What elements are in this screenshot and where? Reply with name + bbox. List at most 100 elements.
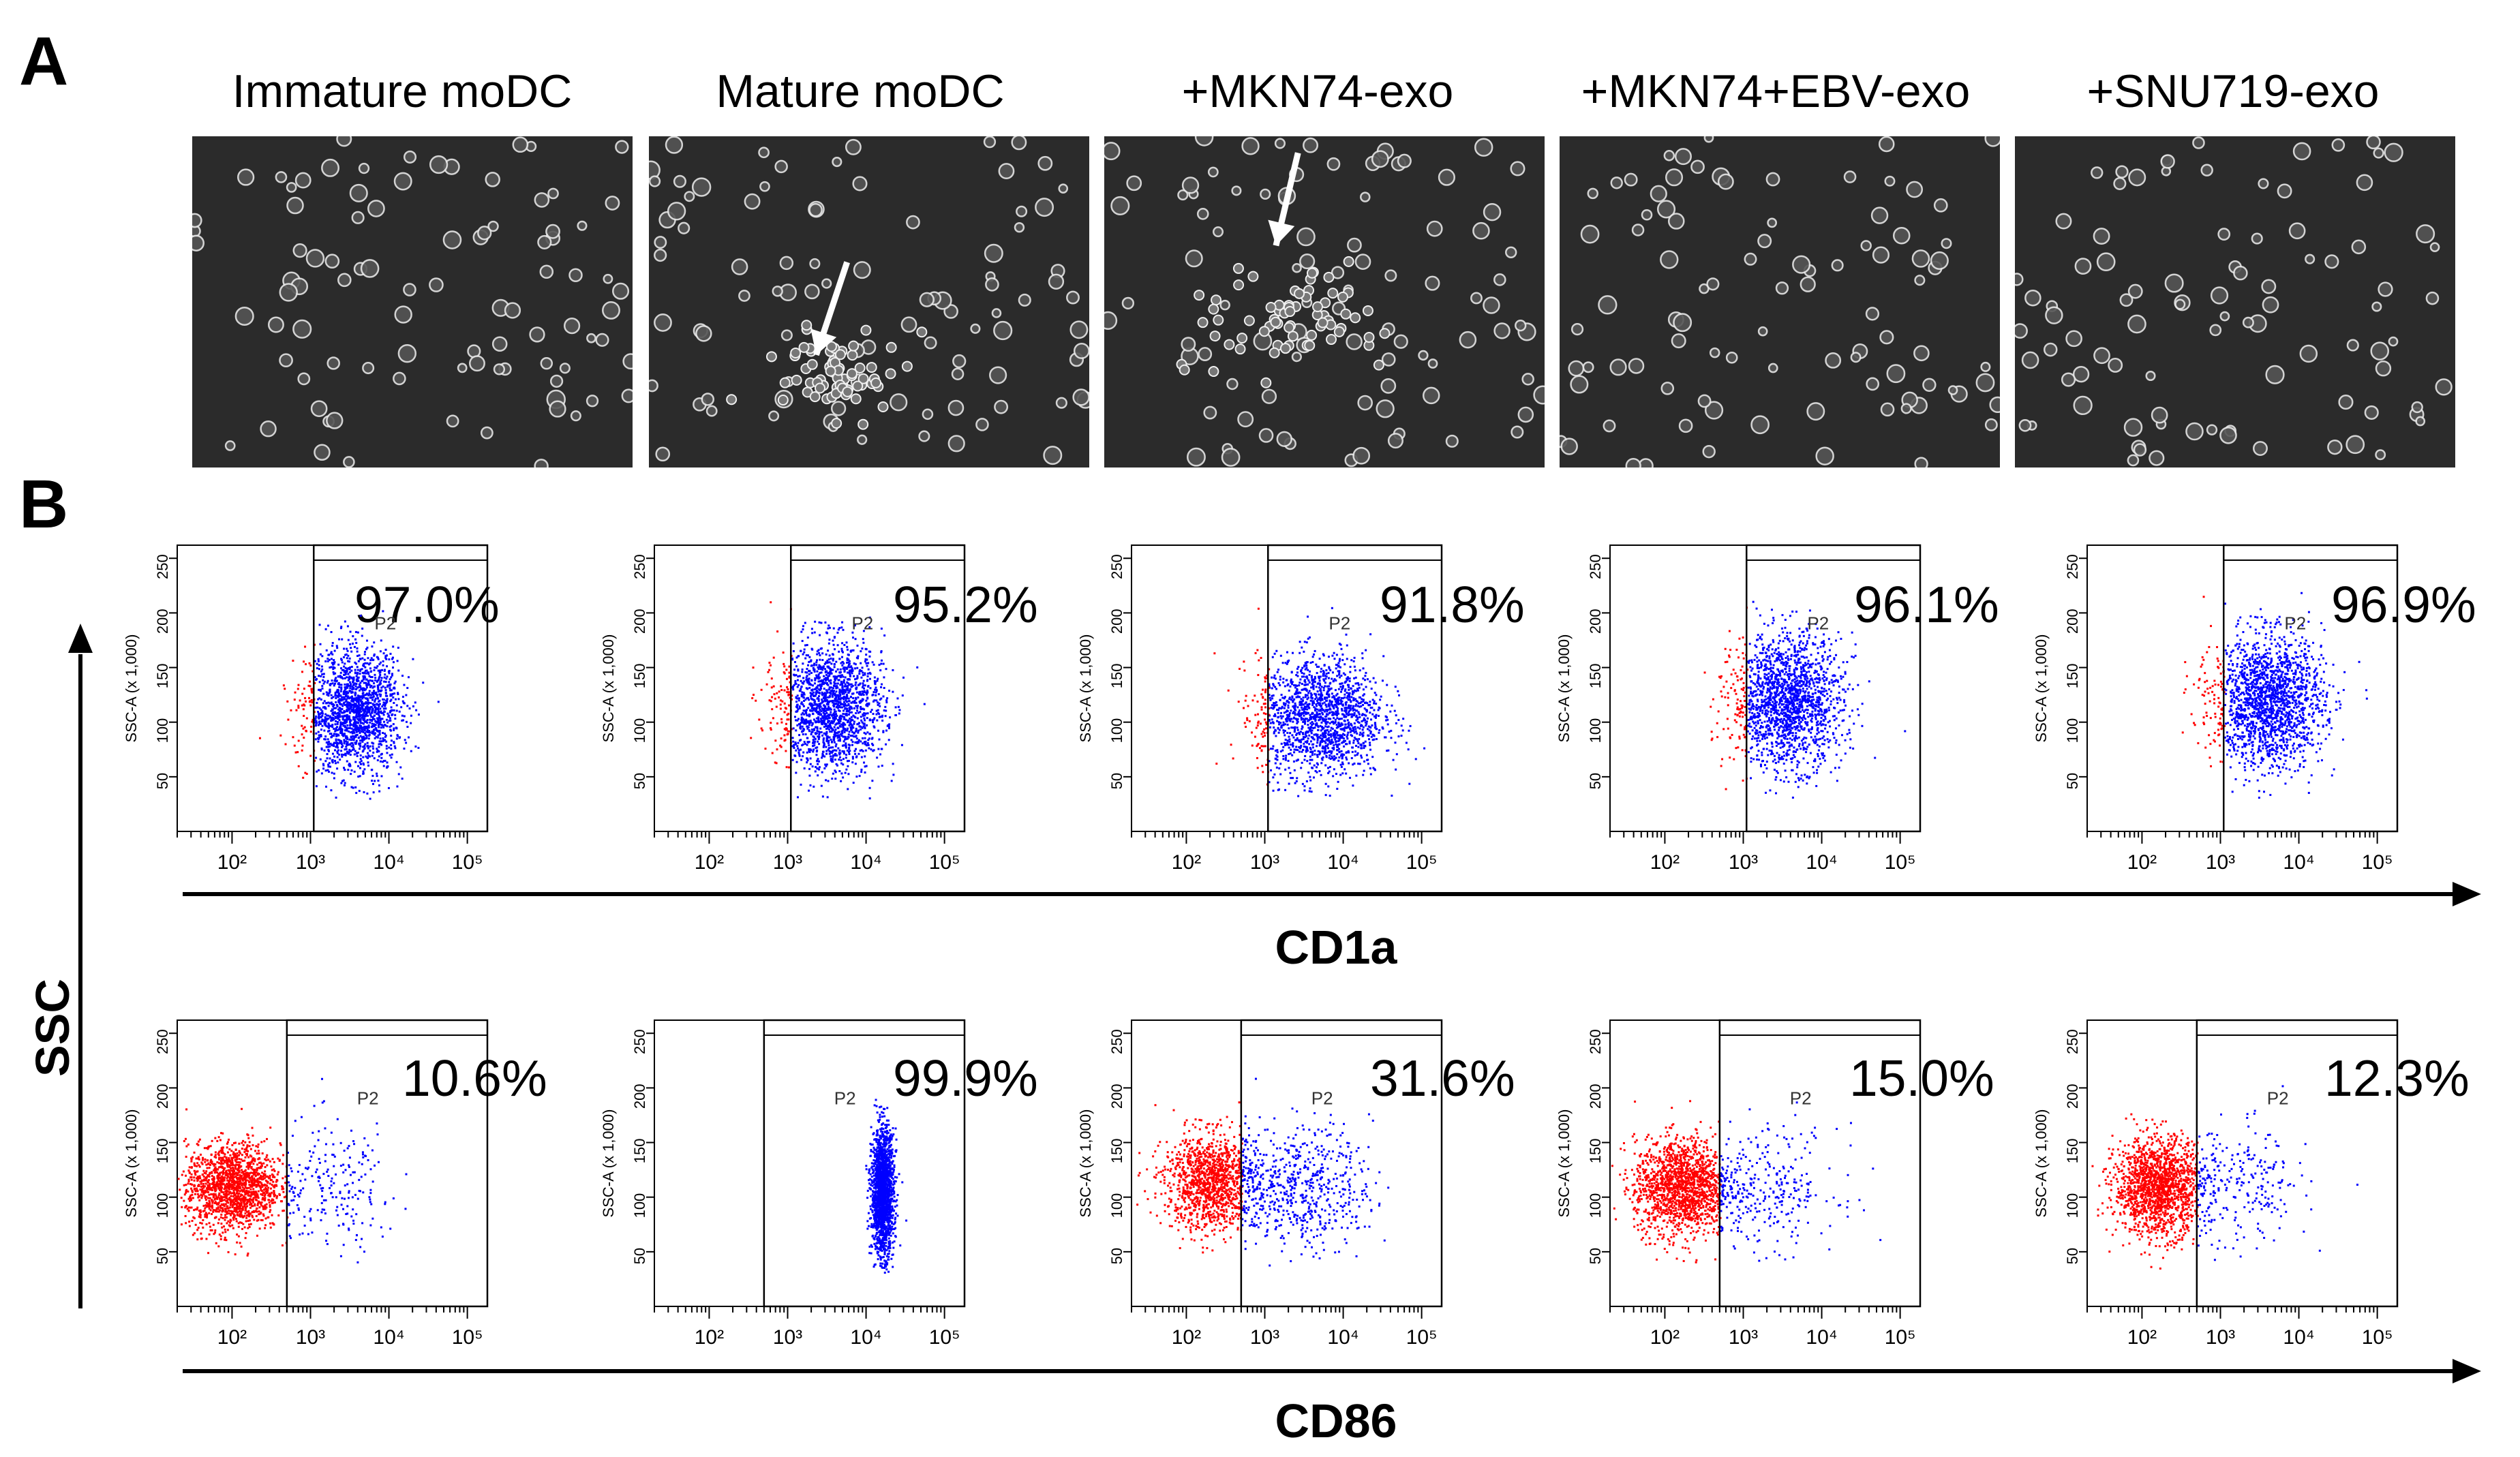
plot-frame <box>177 545 488 832</box>
y-tick-label: 250 <box>2064 554 2081 579</box>
x-tick-label: 10³ <box>296 851 325 874</box>
y-tick-label: 50 <box>1587 1248 1604 1264</box>
x-tick-label: 10² <box>1650 1326 1680 1349</box>
y-tick-label: 100 <box>154 1193 171 1218</box>
gate-label: P2 <box>1329 613 1350 633</box>
y-axis-label: SSC-A (x 1,000) <box>123 634 140 743</box>
y-tick-label: 50 <box>2064 1248 2081 1264</box>
x-tick-label: 10³ <box>2206 1326 2235 1349</box>
y-axis-label: SSC-A (x 1,000) <box>600 1109 617 1218</box>
gate-P2 <box>1746 544 1922 833</box>
gate-label: P2 <box>1311 1088 1333 1108</box>
gate-P2 <box>763 1019 966 1308</box>
plot-frame <box>1609 1019 1921 1307</box>
y-axis-arrowhead <box>68 624 93 653</box>
x-tick-label: 10³ <box>773 851 802 874</box>
y-tick-label: 50 <box>154 1248 171 1264</box>
x-tick-label: 10⁵ <box>1406 851 1438 874</box>
x-tick-label: 10⁵ <box>452 1326 483 1349</box>
gate-P2 <box>1267 544 1443 833</box>
x-tick-label: 10² <box>1650 851 1680 874</box>
x-tick-label: 10³ <box>1250 1326 1279 1349</box>
x-tick-label: 10³ <box>1729 851 1758 874</box>
y-tick-label: 250 <box>1108 554 1125 579</box>
x-tick-label: 10² <box>2127 1326 2157 1349</box>
x-tick-label: 10² <box>695 1326 724 1349</box>
x-tick-label: 10² <box>217 1326 247 1349</box>
x-tick-label: 10³ <box>773 1326 802 1349</box>
micrograph-immature <box>192 136 633 467</box>
x-tick-label: 10⁵ <box>1885 851 1916 874</box>
x-tick-label: 10⁴ <box>373 1326 404 1349</box>
plot-frame <box>654 1019 965 1307</box>
x-tick-label: 10⁴ <box>2283 851 2314 874</box>
gate-label: P2 <box>357 1088 379 1108</box>
plot-frame <box>1131 545 1442 832</box>
gate-label: P2 <box>834 1088 856 1108</box>
x-tick-label: 10⁵ <box>929 851 960 874</box>
percent-cd1a-immature: 97.0% <box>354 576 500 633</box>
x-tick-label: 10⁴ <box>1806 851 1837 874</box>
gate-label: P2 <box>1807 613 1829 633</box>
column-title-snu719: +SNU719-exo <box>2086 65 2380 117</box>
y-tick-label: 250 <box>631 554 648 579</box>
y-tick-label: 50 <box>631 773 648 789</box>
y-tick-label: 150 <box>154 1139 171 1164</box>
micrograph-mkn74 <box>1104 136 1545 467</box>
y-tick-label: 250 <box>1108 1029 1125 1054</box>
micrograph-mature <box>649 136 1089 467</box>
plot-frame <box>1609 545 1921 832</box>
x-tick-label: 10⁵ <box>2362 1326 2393 1349</box>
y-tick-label: 150 <box>1108 664 1125 689</box>
y-tick-label: 250 <box>631 1029 648 1054</box>
gate-label: P2 <box>851 613 873 633</box>
y-tick-label: 200 <box>1587 1084 1604 1109</box>
percent-cd1a-mkn74-ebv: 96.1% <box>1854 576 1999 633</box>
plot-cd1a-1: P2 50 100 150 200 250 SSC-A (x 1,000) 10² 10³ 10⁴… <box>600 544 966 874</box>
x-tick-label: 10⁴ <box>373 851 404 874</box>
gate-P2 <box>313 544 489 833</box>
y-tick-label: 250 <box>154 554 171 579</box>
y-tick-label: 50 <box>1587 773 1604 789</box>
y-tick-label: 100 <box>2064 1193 2081 1218</box>
y-tick-label: 250 <box>1587 1029 1604 1054</box>
x-tick-label: 10² <box>1172 1326 1201 1349</box>
gate-label: P2 <box>2267 1088 2289 1108</box>
y-tick-label: 200 <box>2064 1084 2081 1109</box>
y-axis-label: SSC-A (x 1,000) <box>1555 1109 1573 1218</box>
y-tick-label: 100 <box>1587 718 1604 743</box>
x-tick-label: 10² <box>2127 851 2157 874</box>
y-tick-label: 250 <box>2064 1029 2081 1054</box>
y-axis-label: SSC-A (x 1,000) <box>1077 1109 1094 1218</box>
y-tick-label: 50 <box>1108 1248 1125 1264</box>
percent-cd86-mkn74-ebv: 15.0% <box>1849 1049 1994 1107</box>
x-tick-label: 10⁴ <box>1327 851 1358 874</box>
y-tick-label: 50 <box>154 773 171 789</box>
y-tick-label: 150 <box>154 664 171 689</box>
plot-cd1a-0: P2 50 100 150 200 250 SSC-A (x 1,000) 10² 10³ 10⁴… <box>123 544 489 874</box>
y-tick-label: 200 <box>154 1084 171 1109</box>
y-axis-label: SSC-A (x 1,000) <box>2033 634 2050 743</box>
x-tick-label: 10⁴ <box>1327 1326 1358 1349</box>
percent-cd1a-mature: 95.2% <box>893 576 1038 633</box>
plot-cd1a-3: P2 50 100 150 200 250 SSC-A (x 1,000) 10² 10³ 10⁴… <box>1555 544 1922 874</box>
x-tick-label: 10³ <box>1250 851 1279 874</box>
x-tick-label: 10² <box>695 851 724 874</box>
y-tick-label: 100 <box>631 1193 648 1218</box>
x-tick-label: 10⁵ <box>1406 1326 1438 1349</box>
y-tick-label: 250 <box>1587 554 1604 579</box>
plot-frame <box>2086 545 2398 832</box>
x-axis-title-cd86: CD86 <box>1275 1394 1397 1447</box>
y-tick-label: 100 <box>1587 1193 1604 1218</box>
x-tick-label: 10² <box>217 851 247 874</box>
y-tick-label: 150 <box>1587 1139 1604 1164</box>
y-axis-label: SSC-A (x 1,000) <box>1555 634 1573 743</box>
y-tick-label: 150 <box>1587 664 1604 689</box>
x-tick-label: 10² <box>1172 851 1201 874</box>
y-tick-label: 200 <box>154 609 171 634</box>
plot-cd86-2: P2 50 100 150 200 250 SSC-A (x 1,000) 10² 10³ 10⁴… <box>1077 1019 1443 1349</box>
y-tick-label: 100 <box>154 718 171 743</box>
y-tick-label: 50 <box>2064 773 2081 789</box>
percent-cd86-mature: 99.9% <box>893 1049 1038 1107</box>
